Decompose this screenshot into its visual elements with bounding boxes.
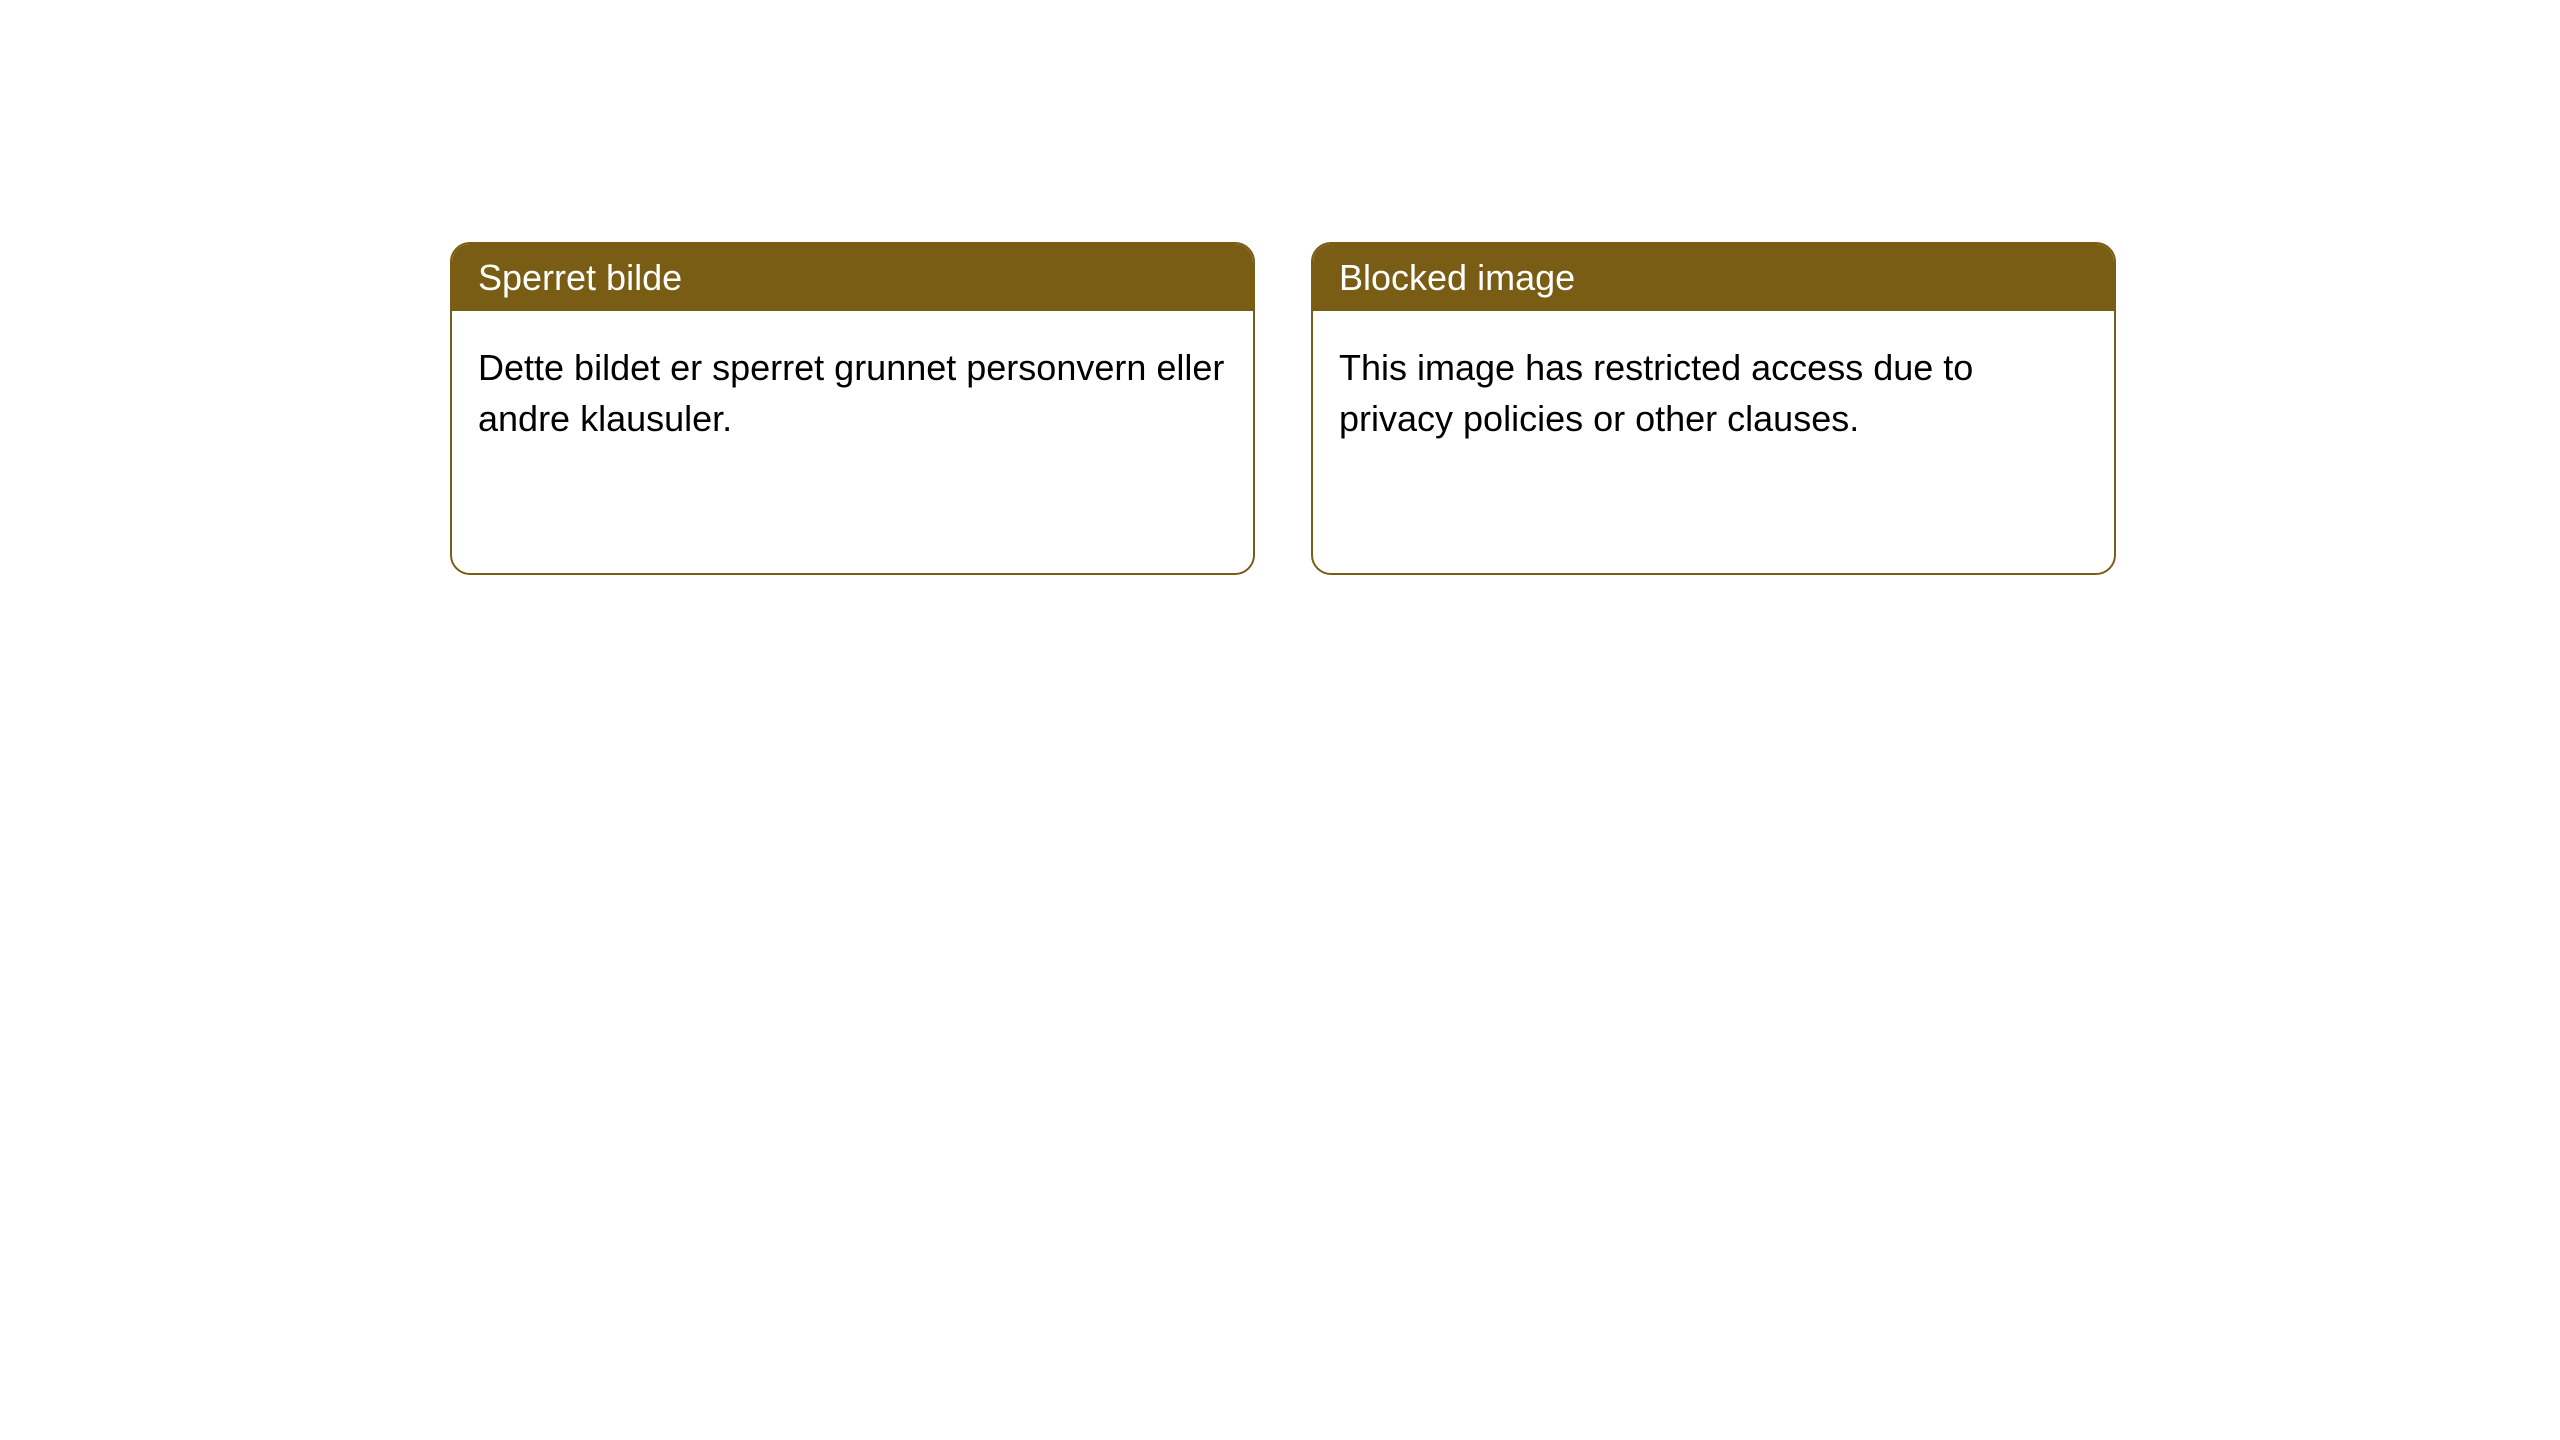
blocked-image-card-en: Blocked image This image has restricted …: [1311, 242, 2116, 575]
card-body: Dette bildet er sperret grunnet personve…: [452, 311, 1253, 476]
card-body: This image has restricted access due to …: [1313, 311, 2114, 476]
card-header: Sperret bilde: [452, 244, 1253, 311]
card-header: Blocked image: [1313, 244, 2114, 311]
blocked-image-card-no: Sperret bilde Dette bildet er sperret gr…: [450, 242, 1255, 575]
cards-container: Sperret bilde Dette bildet er sperret gr…: [0, 0, 2560, 575]
